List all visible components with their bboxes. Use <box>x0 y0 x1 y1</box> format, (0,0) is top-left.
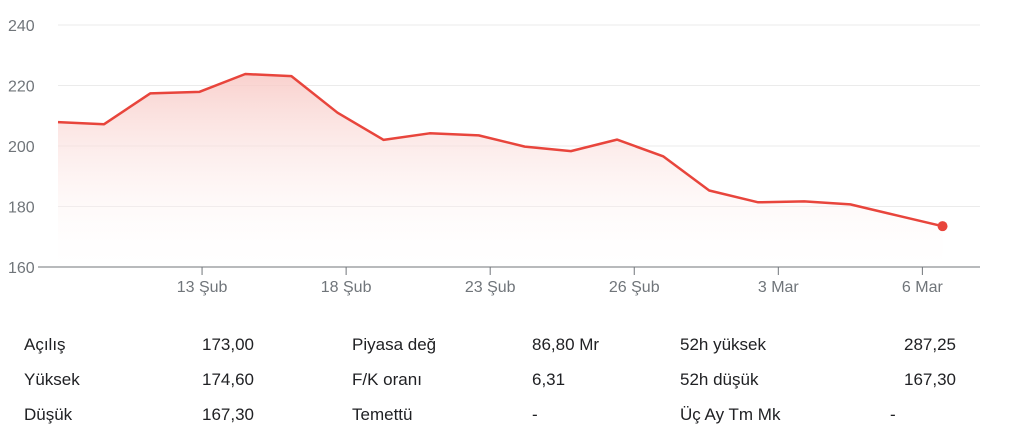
x-axis: 13 Şub 18 Şub 23 Şub 26 Şub 3 Mar 6 Mar <box>38 266 980 296</box>
area-fill <box>58 74 943 267</box>
stats-panel: Açılış 173,00 Yüksek 174,60 Düşük 167,30… <box>0 330 1024 437</box>
stat-value-low: 167,30 <box>202 405 254 424</box>
price-line-path <box>57 72 943 228</box>
y-tick-label-240: 240 <box>8 18 35 35</box>
stat-label-open: Açılış <box>24 335 66 354</box>
stat-value-52w-low: 167,30 <box>904 370 956 389</box>
price-chart: 13 Şub 18 Şub 23 Şub 26 Şub 3 Mar 6 Mar 160 18… <box>8 18 980 296</box>
stat-value-market-cap: 86,80 Mr <box>532 335 600 354</box>
price-line <box>57 72 948 232</box>
y-axis-labels: 160 180 200 220 240 <box>8 18 35 277</box>
y-tick-label-160: 160 <box>8 260 35 277</box>
x-tick-label-2: 23 Şub <box>465 279 516 296</box>
stat-label-high: Yüksek <box>24 370 80 389</box>
stat-value-high: 174,60 <box>202 370 254 389</box>
last-price-marker <box>937 221 948 232</box>
y-tick-label-220: 220 <box>8 79 35 96</box>
stat-label-pe-ratio: F/K oranı <box>352 370 422 389</box>
x-tick-label-0: 13 Şub <box>177 279 228 296</box>
x-tick-label-5: 6 Mar <box>902 279 944 296</box>
stat-value-dividend: - <box>532 405 538 424</box>
stat-label-low: Düşük <box>24 405 73 424</box>
stat-label-dividend: Temettü <box>352 405 413 424</box>
x-tick-label-4: 3 Mar <box>758 279 800 296</box>
stat-label-52w-low: 52h düşük <box>680 370 759 389</box>
stat-label-3m-avg-volume: Üç Ay Tm Mk <box>680 405 781 424</box>
area-fill-path <box>58 74 943 267</box>
y-tick-label-200: 200 <box>8 139 35 156</box>
stat-value-52w-high: 287,25 <box>904 335 956 354</box>
x-tick-label-1: 18 Şub <box>321 279 372 296</box>
stat-value-open: 173,00 <box>202 335 254 354</box>
stat-label-market-cap: Piyasa değ <box>352 335 437 354</box>
x-tick-label-3: 26 Şub <box>609 279 660 296</box>
y-tick-label-180: 180 <box>8 200 35 217</box>
stat-value-pe-ratio: 6,31 <box>532 370 566 389</box>
stat-value-3m-avg-volume: - <box>890 405 896 424</box>
stat-label-52w-high: 52h yüksek <box>680 335 766 354</box>
